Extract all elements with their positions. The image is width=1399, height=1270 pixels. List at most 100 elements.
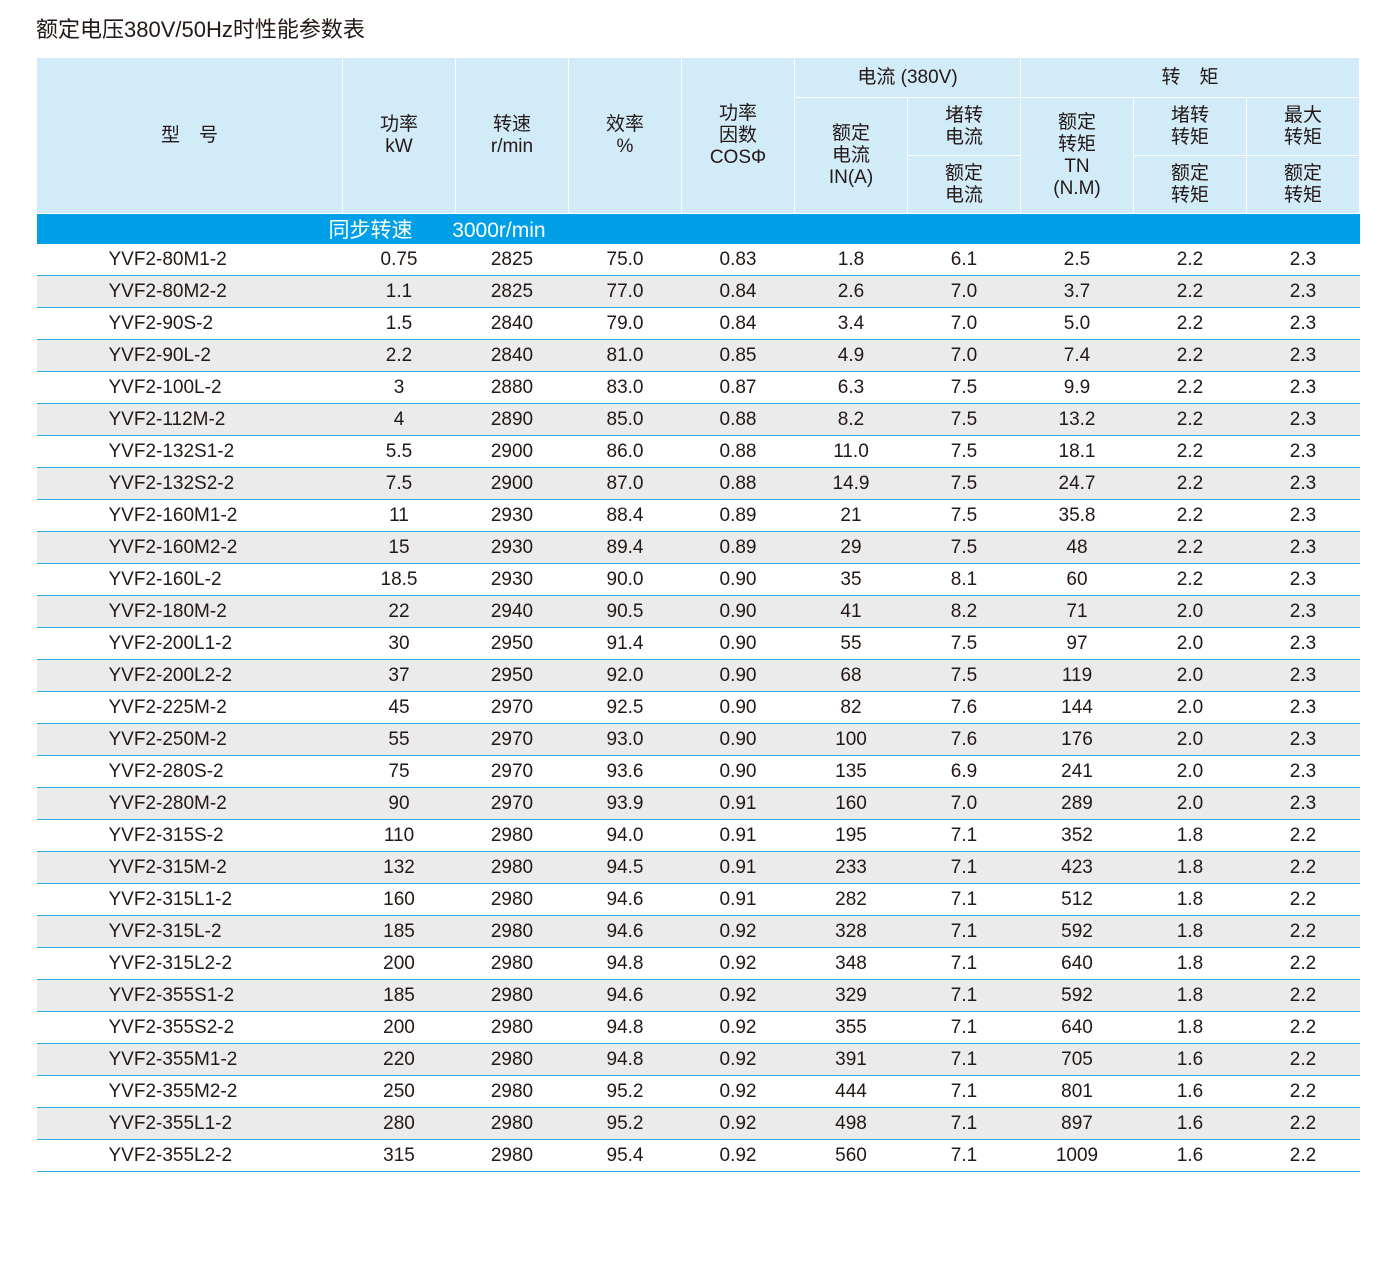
cell-power-factor: 0.84 (681, 275, 795, 308)
cell-max-torque-ratio: 2.2 (1246, 979, 1360, 1012)
cell-power: 132 (342, 851, 456, 884)
cell-locked-current-ratio: 7.1 (907, 1139, 1021, 1172)
cell-speed: 2980 (455, 1043, 569, 1076)
cell-model: YVF2-355M1-2 (36, 1043, 343, 1076)
cell-efficiency: 94.5 (568, 851, 682, 884)
cell-locked-torque-ratio: 1.8 (1133, 947, 1247, 980)
cell-power: 11 (342, 499, 456, 532)
cell-power: 37 (342, 659, 456, 692)
table-row: YVF2-160M2-2 15 2930 89.4 0.89 29 7.5 48 2.2 2.3 (36, 531, 1360, 564)
header-locked-current-den: 额定 电流 (907, 155, 1021, 214)
cell-rated-current: 21 (794, 499, 908, 532)
cell-rated-torque: 48 (1020, 531, 1134, 564)
cell-rated-current: 444 (794, 1075, 908, 1108)
cell-locked-current-ratio: 7.1 (907, 947, 1021, 980)
cell-max-torque-ratio: 2.2 (1246, 947, 1360, 980)
cell-power-factor: 0.85 (681, 339, 795, 372)
cell-max-torque-ratio: 2.3 (1246, 563, 1360, 596)
cell-locked-current-ratio: 7.5 (907, 627, 1021, 660)
cell-speed: 2980 (455, 1075, 569, 1108)
performance-table: 型 号 功率 kW 转速 r/min 效率 % 功率 因数 COSΦ 电流 (3… (36, 57, 1361, 1172)
cell-power: 75 (342, 755, 456, 788)
cell-rated-current: 100 (794, 723, 908, 756)
cell-speed: 2980 (455, 1107, 569, 1140)
cell-rated-torque: 7.4 (1020, 339, 1134, 372)
cell-model: YVF2-355S2-2 (36, 1011, 343, 1044)
cell-rated-torque: 897 (1020, 1107, 1134, 1140)
cell-locked-current-ratio: 6.1 (907, 244, 1021, 276)
cell-locked-torque-ratio: 2.0 (1133, 595, 1247, 628)
cell-speed: 2890 (455, 403, 569, 436)
cell-locked-current-ratio: 7.1 (907, 819, 1021, 852)
cell-rated-torque: 241 (1020, 755, 1134, 788)
cell-locked-current-ratio: 7.5 (907, 435, 1021, 468)
cell-locked-torque-ratio: 2.2 (1133, 339, 1247, 372)
cell-rated-current: 29 (794, 531, 908, 564)
cell-power: 160 (342, 883, 456, 916)
cell-power-factor: 0.92 (681, 947, 795, 980)
cell-efficiency: 93.6 (568, 755, 682, 788)
cell-model: YVF2-315L-2 (36, 915, 343, 948)
cell-efficiency: 75.0 (568, 244, 682, 276)
cell-locked-current-ratio: 7.1 (907, 1075, 1021, 1108)
cell-rated-torque: 97 (1020, 627, 1134, 660)
cell-efficiency: 91.4 (568, 627, 682, 660)
header-locked-torque: 堵转 转矩 (1133, 97, 1247, 156)
cell-power-factor: 0.92 (681, 1011, 795, 1044)
table-row: YVF2-315L2-2 200 2980 94.8 0.92 348 7.1 640 1.8 2… (36, 947, 1360, 980)
cell-power: 220 (342, 1043, 456, 1076)
cell-rated-torque: 512 (1020, 883, 1134, 916)
cell-rated-current: 14.9 (794, 467, 908, 500)
cell-locked-current-ratio: 7.1 (907, 1107, 1021, 1140)
cell-power-factor: 0.91 (681, 819, 795, 852)
cell-max-torque-ratio: 2.3 (1246, 307, 1360, 340)
table-row: YVF2-355L1-2 280 2980 95.2 0.92 498 7.1 897 1.6 2… (36, 1107, 1360, 1140)
cell-locked-current-ratio: 7.5 (907, 371, 1021, 404)
table-row: YVF2-315L-2 185 2980 94.6 0.92 328 7.1 592 1.8 2.… (36, 915, 1360, 948)
table-row: YVF2-80M2-2 1.1 2825 77.0 0.84 2.6 7.0 3.7 2.2 2.… (36, 275, 1360, 308)
cell-power: 200 (342, 947, 456, 980)
cell-speed: 2840 (455, 339, 569, 372)
header-speed: 转速 r/min (455, 57, 569, 214)
cell-locked-torque-ratio: 2.2 (1133, 563, 1247, 596)
cell-efficiency: 93.9 (568, 787, 682, 820)
cell-speed: 2950 (455, 659, 569, 692)
cell-rated-torque: 24.7 (1020, 467, 1134, 500)
cell-rated-current: 3.4 (794, 307, 908, 340)
cell-power-factor: 0.90 (681, 691, 795, 724)
header-rated-torque: 额定 转矩 TN (N.M) (1020, 97, 1134, 214)
table-row: YVF2-132S2-2 7.5 2900 87.0 0.88 14.9 7.5 24.7 2.… (36, 467, 1360, 500)
header-max-torque: 最大 转矩 (1245, 97, 1361, 156)
cell-power: 185 (342, 915, 456, 948)
cell-efficiency: 94.6 (568, 915, 682, 948)
cell-rated-torque: 640 (1020, 947, 1134, 980)
cell-power-factor: 0.90 (681, 659, 795, 692)
cell-model: YVF2-315M-2 (36, 851, 343, 884)
cell-locked-current-ratio: 7.1 (907, 851, 1021, 884)
cell-efficiency: 94.0 (568, 819, 682, 852)
cell-efficiency: 89.4 (568, 531, 682, 564)
cell-rated-torque: 35.8 (1020, 499, 1134, 532)
cell-rated-torque: 705 (1020, 1043, 1134, 1076)
cell-max-torque-ratio: 2.3 (1246, 339, 1360, 372)
cell-rated-current: 135 (794, 755, 908, 788)
cell-locked-torque-ratio: 1.6 (1133, 1043, 1247, 1076)
cell-locked-current-ratio: 7.5 (907, 467, 1021, 500)
cell-efficiency: 88.4 (568, 499, 682, 532)
cell-model: YVF2-160M2-2 (36, 531, 343, 564)
cell-rated-current: 8.2 (794, 403, 908, 436)
cell-efficiency: 90.5 (568, 595, 682, 628)
cell-speed: 2930 (455, 531, 569, 564)
cell-rated-current: 348 (794, 947, 908, 980)
cell-locked-torque-ratio: 1.8 (1133, 883, 1247, 916)
cell-power-factor: 0.87 (681, 371, 795, 404)
table-row: YVF2-315S-2 110 2980 94.0 0.91 195 7.1 352 1.8 2.… (36, 819, 1360, 852)
cell-power-factor: 0.88 (681, 467, 795, 500)
cell-rated-current: 560 (794, 1139, 908, 1172)
cell-locked-current-ratio: 7.5 (907, 403, 1021, 436)
cell-efficiency: 94.8 (568, 1011, 682, 1044)
cell-power-factor: 0.90 (681, 595, 795, 628)
cell-model: YVF2-355S1-2 (36, 979, 343, 1012)
cell-rated-torque: 3.7 (1020, 275, 1134, 308)
cell-locked-current-ratio: 7.5 (907, 659, 1021, 692)
